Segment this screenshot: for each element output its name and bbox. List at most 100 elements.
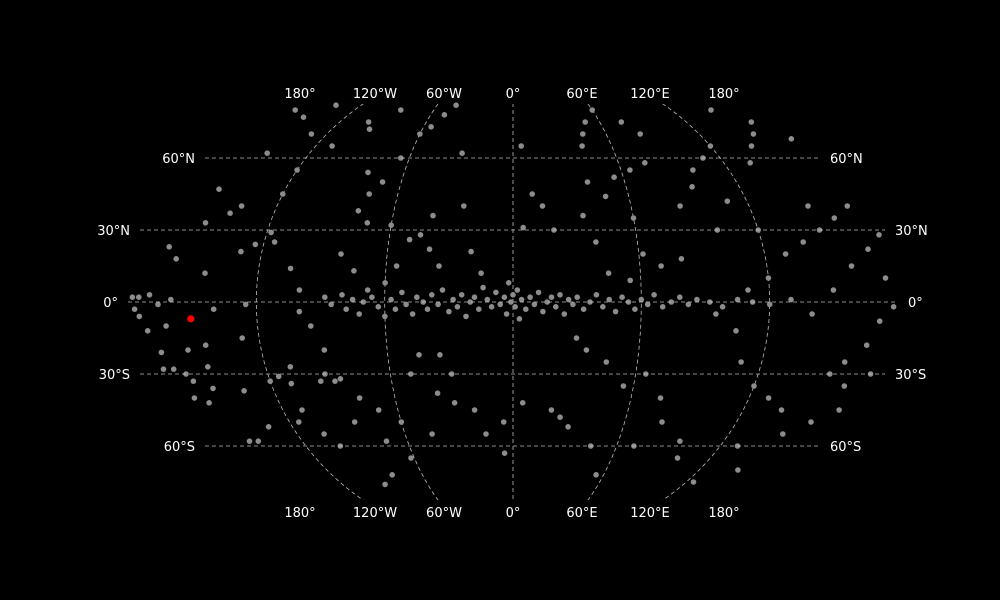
data-point	[434, 390, 441, 397]
data-point	[531, 301, 538, 308]
data-point	[519, 400, 526, 406]
data-point	[501, 294, 508, 301]
data-point	[471, 407, 478, 413]
data-point	[548, 294, 555, 301]
data-point	[514, 287, 521, 293]
data-point	[388, 296, 394, 303]
data-point	[493, 289, 499, 296]
data-point	[738, 359, 744, 365]
data-point	[369, 294, 375, 301]
data-point	[593, 239, 599, 245]
data-point	[265, 424, 272, 430]
data-point	[518, 296, 525, 303]
data-point	[540, 308, 546, 315]
data-point	[520, 224, 526, 231]
data-point	[146, 292, 153, 298]
data-point	[388, 222, 395, 228]
data-point	[733, 328, 739, 334]
meridian-label-top: 60°E	[566, 87, 597, 102]
data-point	[246, 438, 253, 445]
data-point	[168, 296, 174, 303]
data-point	[548, 407, 555, 413]
data-point	[471, 294, 478, 301]
data-point	[409, 311, 416, 317]
data-point	[809, 311, 815, 317]
data-point	[800, 239, 806, 245]
data-point	[848, 263, 855, 269]
data-point	[417, 232, 424, 238]
data-point	[618, 119, 625, 125]
data-point	[160, 366, 167, 373]
data-point	[366, 191, 373, 197]
data-point	[694, 296, 700, 303]
data-point	[508, 299, 514, 305]
data-point	[202, 220, 209, 226]
data-point	[292, 107, 299, 113]
data-point	[238, 248, 244, 255]
data-point	[831, 215, 838, 221]
data-point	[393, 263, 400, 269]
data-point	[416, 352, 422, 358]
data-point	[582, 119, 588, 125]
data-point	[439, 287, 446, 293]
data-point	[573, 335, 580, 341]
data-point	[589, 107, 595, 113]
data-point	[657, 395, 664, 401]
parallel-label-right: 60°S	[830, 440, 861, 455]
data-point	[690, 479, 697, 485]
data-point	[300, 114, 307, 120]
data-point	[227, 210, 233, 216]
data-point	[267, 378, 274, 385]
data-point	[510, 292, 516, 298]
data-point	[584, 179, 591, 185]
data-point	[632, 306, 638, 313]
data-point	[252, 241, 259, 248]
data-point	[453, 102, 459, 108]
meridian-line	[587, 104, 642, 500]
data-point	[190, 378, 197, 385]
data-point	[627, 277, 633, 284]
meridian-label-bottom: 180°	[708, 506, 739, 521]
data-point	[570, 301, 576, 308]
data-point	[191, 395, 198, 401]
data-point	[689, 184, 695, 190]
data-point	[131, 306, 138, 313]
data-point	[375, 304, 382, 310]
data-point	[677, 294, 683, 301]
data-point	[454, 304, 461, 310]
data-point	[210, 306, 217, 313]
data-point	[351, 419, 358, 425]
data-point	[659, 419, 665, 425]
data-point	[638, 296, 645, 303]
data-point	[836, 407, 842, 413]
data-point	[876, 318, 883, 325]
data-point	[630, 215, 637, 221]
data-point	[612, 308, 619, 315]
data-point	[382, 313, 388, 320]
meridian-label-top: 60°W	[426, 87, 462, 102]
data-point	[403, 301, 409, 308]
data-point	[308, 131, 315, 137]
data-point	[844, 203, 851, 209]
data-point	[788, 136, 795, 142]
data-point	[406, 236, 413, 243]
data-point	[516, 316, 523, 322]
data-point	[668, 299, 675, 305]
data-point	[351, 268, 357, 274]
data-point	[640, 251, 646, 257]
data-point	[382, 280, 388, 286]
data-point	[553, 304, 559, 310]
data-point	[338, 251, 344, 257]
data-point	[841, 383, 848, 389]
grid-labels: 60°N 60°N 30°N 30°N 0° 0° 30°S 30°S 60°S 60°S 180°…	[97, 87, 928, 521]
data-point	[398, 155, 404, 161]
parallel-label-left: 0°	[103, 296, 118, 311]
data-point	[735, 467, 741, 473]
data-point	[527, 294, 533, 301]
data-point	[450, 296, 456, 303]
data-point	[863, 342, 870, 349]
data-point	[724, 198, 731, 204]
data-point	[364, 220, 371, 226]
data-point	[557, 292, 563, 298]
data-point	[296, 419, 302, 425]
